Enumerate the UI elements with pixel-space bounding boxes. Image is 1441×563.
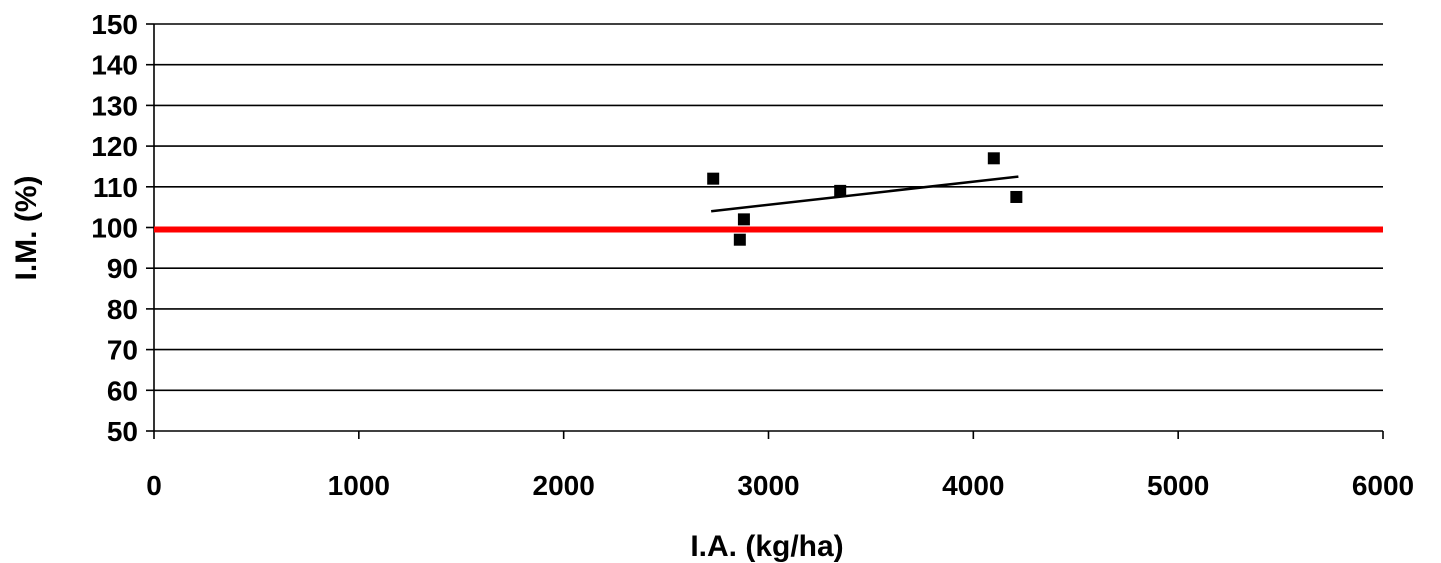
y-tick-label: 100 (91, 213, 138, 244)
y-tick-label: 90 (107, 253, 138, 284)
y-tick-label: 80 (107, 294, 138, 325)
x-tick-label: 4000 (942, 470, 1004, 501)
y-tick-label: 50 (107, 416, 138, 447)
data-point (1010, 190, 1023, 203)
y-tick-label: 70 (107, 335, 138, 366)
trendline (711, 175, 1019, 213)
x-tick-label: 6000 (1352, 470, 1414, 501)
x-tick-label: 3000 (737, 470, 799, 501)
x-tick-label: 2000 (533, 470, 595, 501)
y-axis-title: I.M. (%) (10, 176, 43, 281)
y-tick-label: 140 (91, 50, 138, 81)
y-tick-label: 60 (107, 375, 138, 406)
y-tick-label: 130 (91, 90, 138, 121)
data-points (707, 152, 1023, 246)
x-axis-title: I.A. (kg/ha) (690, 530, 843, 563)
data-point (737, 213, 750, 226)
x-tick-label: 1000 (328, 470, 390, 501)
y-tick-label: 150 (91, 9, 138, 40)
y-tick-label: 110 (93, 172, 138, 203)
y-tick-labels: 50 60 70 80 90 100 110 120 130 140 150 (91, 9, 138, 447)
data-point (707, 172, 720, 185)
y-tick-label: 120 (91, 131, 138, 162)
trendline-group (711, 175, 1019, 213)
x-tick-labels: 0 1000 2000 3000 4000 5000 6000 (146, 470, 1414, 501)
x-tick-label: 5000 (1147, 470, 1209, 501)
grid-lines (154, 23, 1383, 392)
data-point (987, 152, 1000, 165)
data-point (834, 184, 847, 197)
data-point (733, 233, 746, 246)
x-tick-label: 0 (146, 470, 162, 501)
